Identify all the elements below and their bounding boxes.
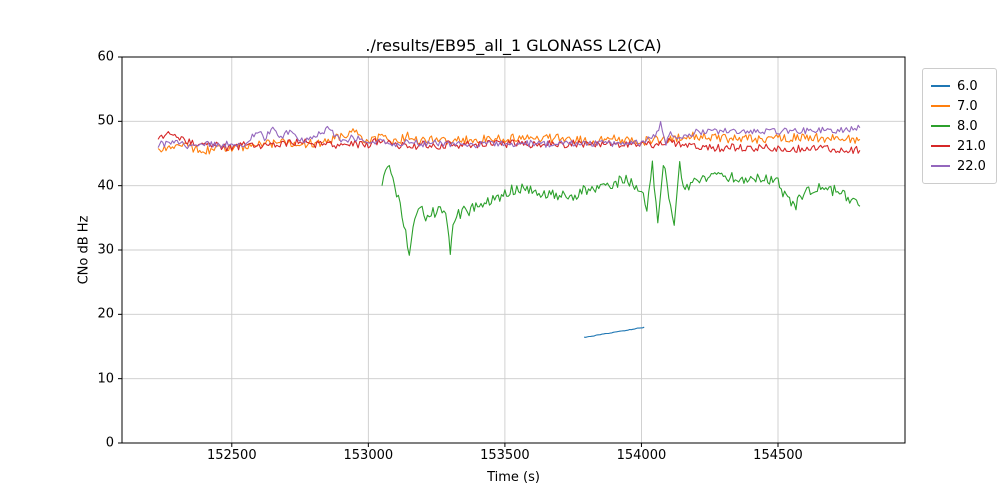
legend-item-21.0: 21.0 [931,136,986,156]
legend-label: 22.0 [957,158,986,174]
legend-line-sample [931,85,950,87]
x-tick-label: 154000 [616,448,667,463]
x-tick-label: 153500 [480,448,530,463]
axes-frame [121,56,906,444]
legend-line-sample [931,125,950,127]
legend-label: 6.0 [957,78,978,94]
y-tick-label: 30 [97,242,114,258]
x-axis-label: Time (s) [487,470,540,485]
y-tick-label: 20 [97,306,114,322]
legend-label: 21.0 [957,138,986,154]
series-line-21.0 [157,131,861,155]
legend-line-sample [931,105,950,107]
legend: 6.0 7.0 8.0 21.0 22.0 [922,68,997,184]
series-line-7.0 [157,128,861,155]
series-line-8.0 [381,160,861,256]
y-tick-label: 50 [97,113,114,129]
legend-label: 7.0 [957,98,978,114]
chart-title: ./results/EB95_all_1 GLONASS L2(CA) [365,36,662,55]
x-tick-label: 153000 [343,448,394,463]
legend-item-6.0: 6.0 [931,76,986,96]
legend-item-8.0: 8.0 [931,116,986,136]
legend-label: 8.0 [957,118,978,134]
series-line-6.0 [584,326,645,338]
series-line-22.0 [157,121,861,150]
legend-item-7.0: 7.0 [931,96,986,116]
x-tick-label: 152500 [206,448,257,463]
y-tick-label: 60 [97,49,114,65]
legend-item-22.0: 22.0 [931,156,986,176]
y-tick-label: 10 [97,371,114,387]
y-tick-label: 40 [97,178,114,194]
legend-line-sample [931,165,950,167]
x-tick-label: 154500 [753,448,803,463]
y-tick-label: 0 [105,435,114,451]
legend-line-sample [931,145,950,147]
